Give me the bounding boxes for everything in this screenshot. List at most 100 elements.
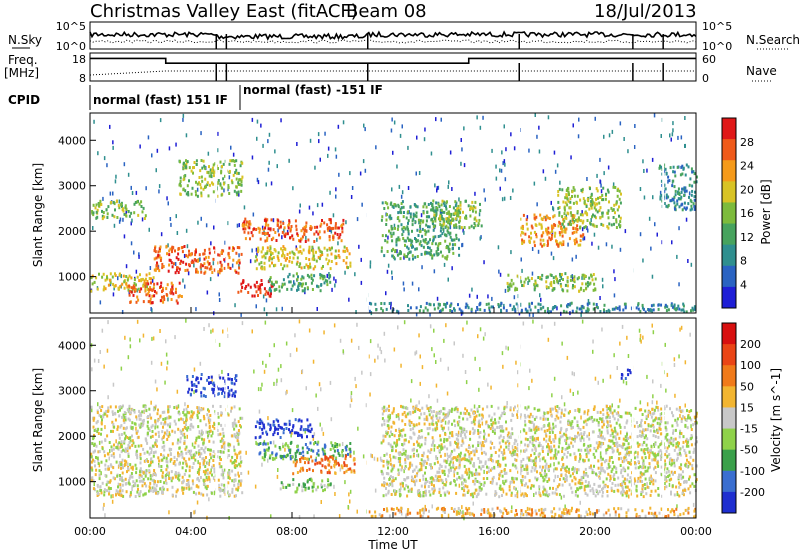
echo-cell xyxy=(185,416,188,420)
echo-cell xyxy=(166,488,169,492)
echo-cell xyxy=(163,422,166,426)
echo-cell xyxy=(97,462,100,465)
echo-cell xyxy=(645,443,648,447)
echo-cell xyxy=(572,186,575,190)
echo-cell xyxy=(188,487,191,491)
echo-cell xyxy=(231,434,234,438)
echo-cell xyxy=(432,228,435,232)
echo-cell xyxy=(232,258,235,262)
echo-cell xyxy=(187,483,190,487)
echo-cell xyxy=(201,457,204,461)
echo-speckle xyxy=(351,186,354,190)
echo-cell xyxy=(583,226,586,230)
echo-cell xyxy=(447,217,450,221)
echo-cell xyxy=(205,456,207,459)
echo-speckle xyxy=(651,274,654,279)
echo-cell xyxy=(174,471,177,474)
echo-cell xyxy=(239,483,242,487)
echo-speckle xyxy=(282,442,284,447)
echo-cell xyxy=(394,204,397,208)
echo-cell xyxy=(206,181,209,185)
echo-speckle xyxy=(232,152,235,157)
echo-cell xyxy=(254,259,257,263)
echo-cell xyxy=(167,405,170,409)
echo-cell xyxy=(422,238,425,242)
echo-cell xyxy=(386,202,389,206)
echo-speckle xyxy=(91,367,93,372)
echo-cell xyxy=(310,448,313,452)
echo-cell xyxy=(391,239,394,243)
echo-speckle xyxy=(599,296,601,300)
echo-cell xyxy=(195,270,197,274)
yaxis-tick-label: 2000 xyxy=(58,225,86,238)
echo-cell xyxy=(161,445,164,449)
echo-speckle xyxy=(609,374,612,379)
echo-cell xyxy=(302,456,305,460)
echo-cell xyxy=(329,218,332,222)
echo-cell xyxy=(101,447,104,451)
echo-cell xyxy=(138,475,141,479)
echo-speckle xyxy=(354,272,356,277)
echo-cell xyxy=(287,226,290,230)
echo-cell xyxy=(182,418,184,422)
echo-cell xyxy=(149,489,152,493)
echo-cell xyxy=(205,476,208,479)
echo-speckle xyxy=(222,329,224,334)
echo-cell xyxy=(319,276,322,280)
echo-cell xyxy=(185,486,188,490)
echo-speckle xyxy=(165,352,168,357)
echo-speckle xyxy=(149,266,152,270)
echo-speckle xyxy=(399,133,402,138)
echo-cell xyxy=(545,285,548,289)
echo-cell xyxy=(161,295,163,299)
echo-cell xyxy=(595,303,598,306)
echo-cell xyxy=(148,469,151,472)
echo-cell xyxy=(296,487,299,491)
echo-cell xyxy=(470,309,473,313)
echo-cell xyxy=(235,177,238,181)
echo-speckle xyxy=(312,359,315,364)
echo-cell xyxy=(136,484,139,488)
echo-cell xyxy=(106,216,109,219)
echo-cell xyxy=(175,299,178,303)
echo-cell xyxy=(616,189,619,192)
yaxis-tick-label: 4000 xyxy=(58,134,86,147)
echo-cell xyxy=(423,202,426,206)
echo-cell xyxy=(133,409,136,412)
echo-cell xyxy=(259,237,262,241)
echo-cell xyxy=(683,194,686,197)
echo-cell xyxy=(228,442,231,446)
echo-speckle xyxy=(318,382,321,387)
echo-cell xyxy=(178,462,181,466)
echo-cell xyxy=(311,459,314,463)
echo-cell xyxy=(211,424,214,428)
echo-cell xyxy=(304,443,307,446)
echo-cell xyxy=(131,467,134,471)
echo-cell xyxy=(182,178,185,182)
echo-cell xyxy=(272,256,275,259)
echo-cell xyxy=(558,211,561,215)
echo-cell xyxy=(397,211,400,215)
echo-speckle xyxy=(590,218,592,222)
echo-speckle xyxy=(374,358,376,363)
echo-cell xyxy=(159,414,162,418)
echo-speckle xyxy=(625,381,628,386)
echo-speckle xyxy=(415,171,417,176)
echo-cell xyxy=(146,420,149,424)
echo-cell xyxy=(483,308,486,312)
echo-cell xyxy=(689,208,692,212)
echo-speckle xyxy=(114,179,117,184)
echo-speckle xyxy=(312,211,314,216)
echo-cell xyxy=(332,237,335,241)
echo-cell xyxy=(156,480,159,484)
echo-cell xyxy=(485,302,488,306)
echo-cell xyxy=(265,219,267,223)
echo-cell xyxy=(549,273,552,277)
echo-cell xyxy=(172,262,175,266)
echo-cell xyxy=(179,176,182,180)
echo-cell xyxy=(200,447,203,450)
echo-cell xyxy=(101,214,104,218)
echo-cell xyxy=(183,421,186,425)
echo-cell xyxy=(205,256,207,260)
echo-speckle xyxy=(669,133,671,138)
